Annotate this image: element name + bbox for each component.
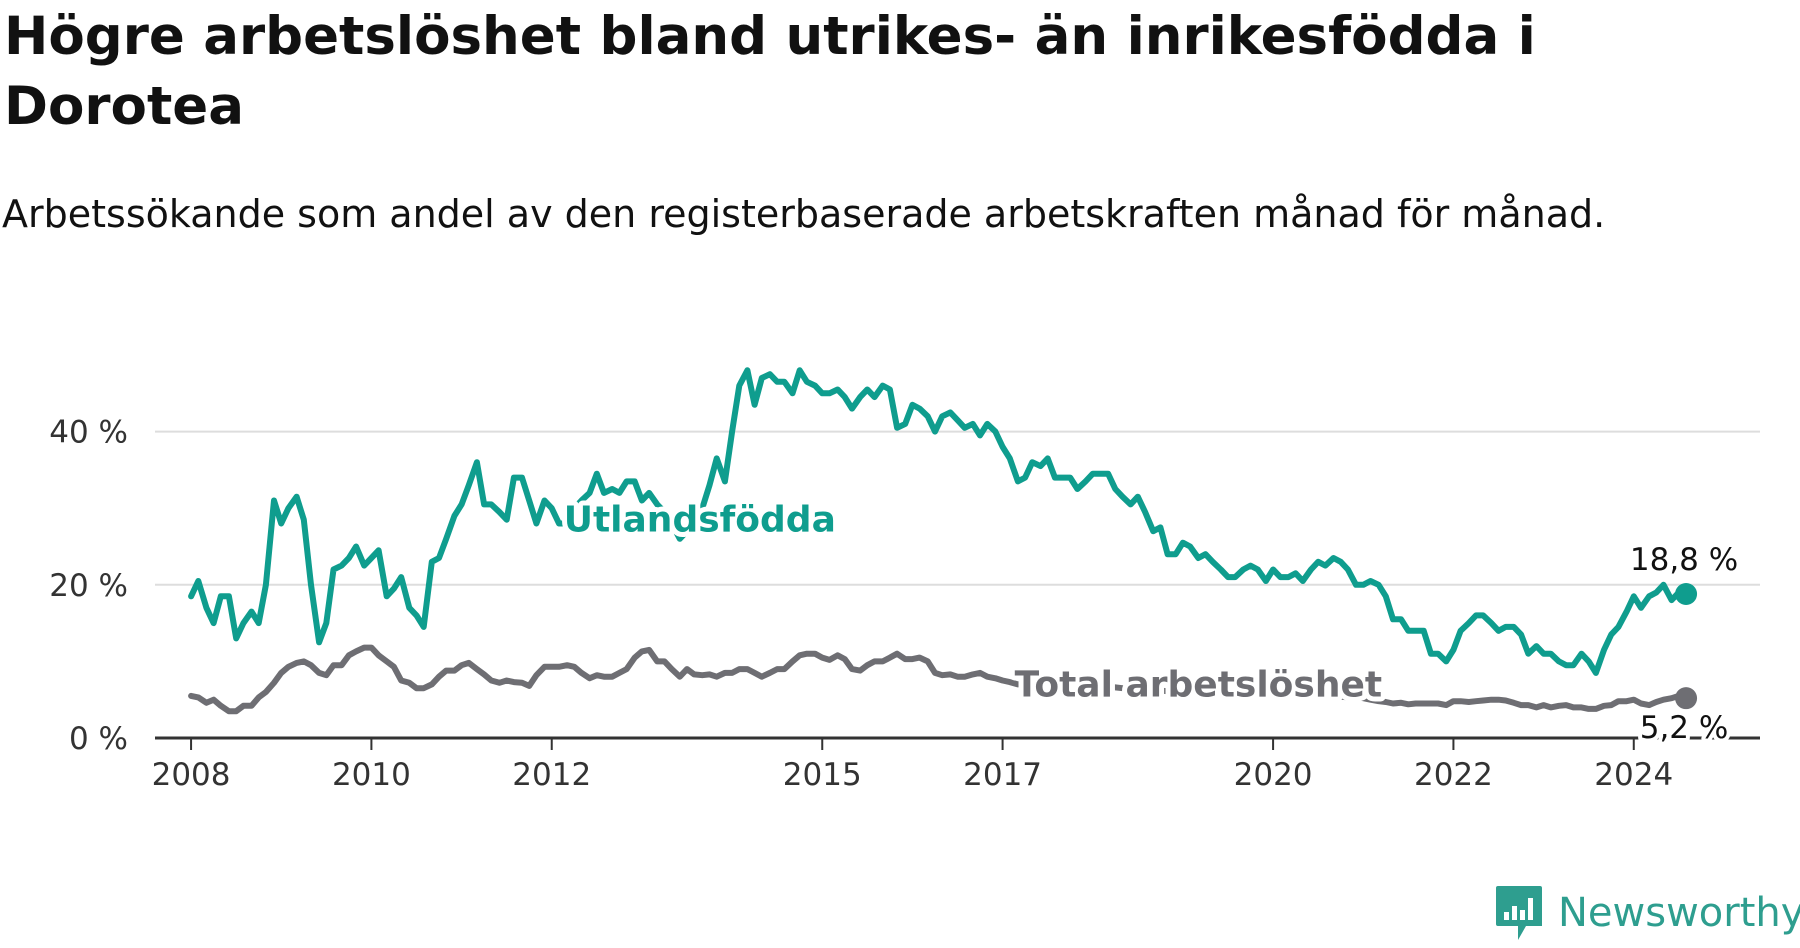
y-tick-label: 20 %	[49, 568, 128, 604]
series-label-1: Total arbetslöshet	[1015, 664, 1383, 705]
series-end-point-0	[1675, 582, 1698, 605]
y-tick-label: 0 %	[69, 721, 128, 757]
series-line-1	[188, 644, 1690, 715]
series-labels: Utlandsfödda 18,8 % Total arbetslöshet 5,2 …	[559, 495, 1742, 750]
series-end-label-0: 18,8 %	[1630, 542, 1738, 578]
chart-title: Högre arbetslöshet bland utrikes- än inr…	[4, 6, 1536, 137]
x-tick-label: 2020	[1234, 757, 1313, 793]
series-label-0: Utlandsfödda	[564, 500, 836, 541]
gridlines	[155, 430, 1760, 586]
newsworthy-logo-icon	[1496, 886, 1542, 940]
x-tick-label: 2024	[1594, 757, 1673, 793]
series-lines	[188, 367, 1698, 715]
x-tick-label: 2017	[963, 757, 1042, 793]
x-tick-label: 2012	[512, 757, 591, 793]
series-line-0	[188, 367, 1690, 676]
newsworthy-logo: Newsworthy	[1494, 884, 1800, 942]
series-end-point-1	[1675, 687, 1698, 710]
y-tick-label: 40 %	[49, 415, 128, 451]
line-chart: 0 % 20 % 40 % 2008 2010 2012 2015 2017 2020 2022…	[49, 367, 1760, 793]
x-tick-label: 2015	[783, 757, 862, 793]
chart-subtitle: Arbetssökande som andel av den registerb…	[2, 192, 1606, 236]
x-tick-label: 2010	[332, 757, 411, 793]
newsworthy-logo-text: Newsworthy	[1558, 890, 1800, 936]
y-axis-ticks: 0 % 20 % 40 %	[49, 415, 128, 757]
x-axis: 2008 2010 2012 2015 2017 2020 2022 2024	[152, 736, 1760, 793]
series-end-label-1: 5,2 %	[1640, 710, 1729, 746]
x-tick-label: 2008	[152, 757, 231, 793]
x-tick-label: 2022	[1414, 757, 1493, 793]
